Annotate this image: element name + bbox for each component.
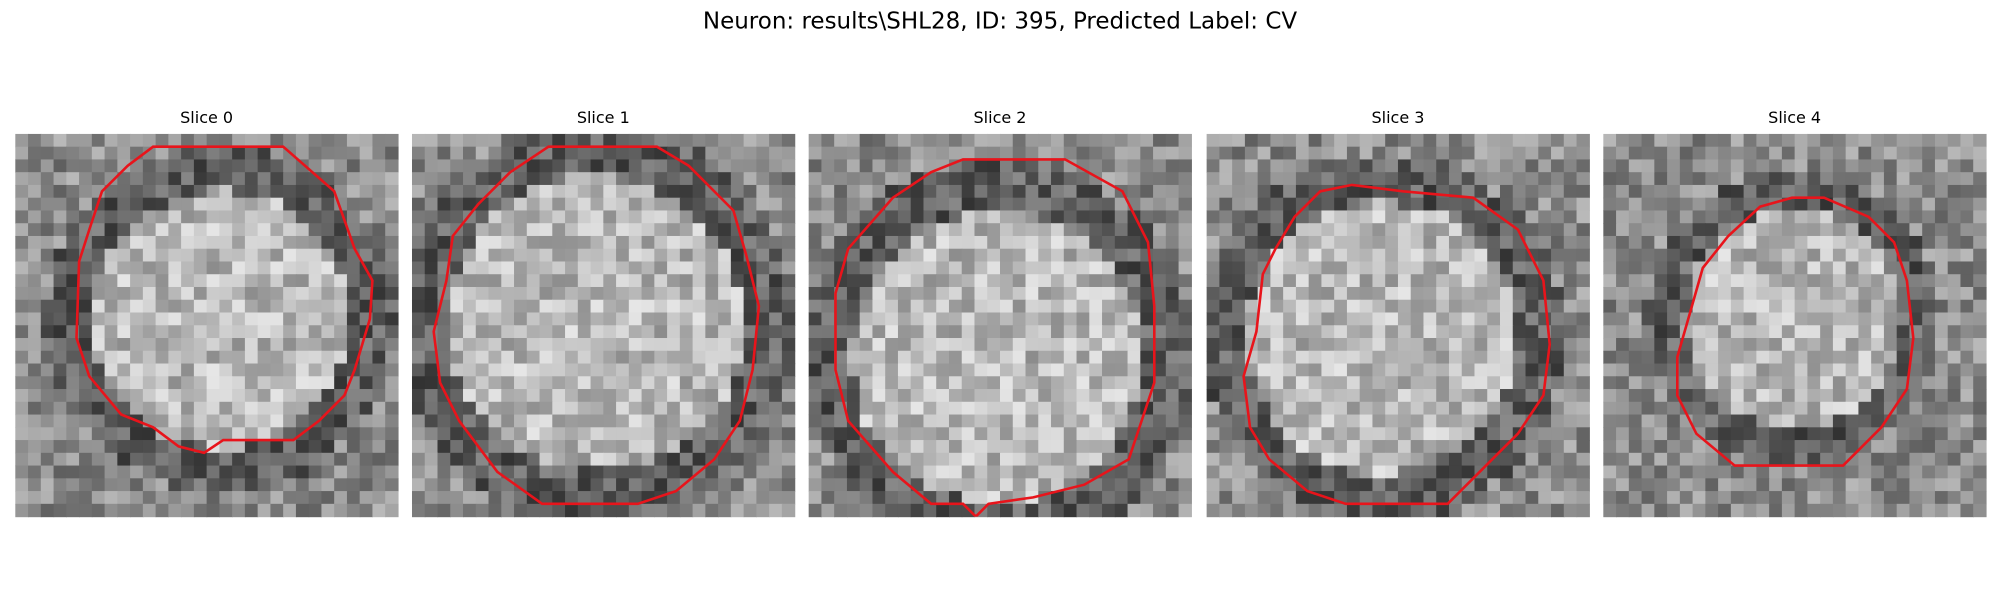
contour xyxy=(1242,183,1552,506)
panel-title: Slice 0 xyxy=(180,108,233,127)
panel-image xyxy=(808,133,1192,518)
contour xyxy=(432,145,761,506)
contour xyxy=(834,158,1156,517)
contour xyxy=(1676,196,1915,467)
panel-image xyxy=(15,133,399,518)
contour xyxy=(75,145,374,455)
panel-image xyxy=(1206,133,1590,518)
panel-title: Slice 2 xyxy=(974,108,1027,127)
panel-image xyxy=(1603,133,1987,518)
panel-title: Slice 1 xyxy=(577,108,630,127)
panel-title: Slice 4 xyxy=(1768,108,1821,127)
panel-image xyxy=(411,133,796,518)
figure-title: Neuron: results\SHL28, ID: 395, Predicte… xyxy=(703,9,1298,35)
panel-title: Slice 3 xyxy=(1371,108,1424,127)
